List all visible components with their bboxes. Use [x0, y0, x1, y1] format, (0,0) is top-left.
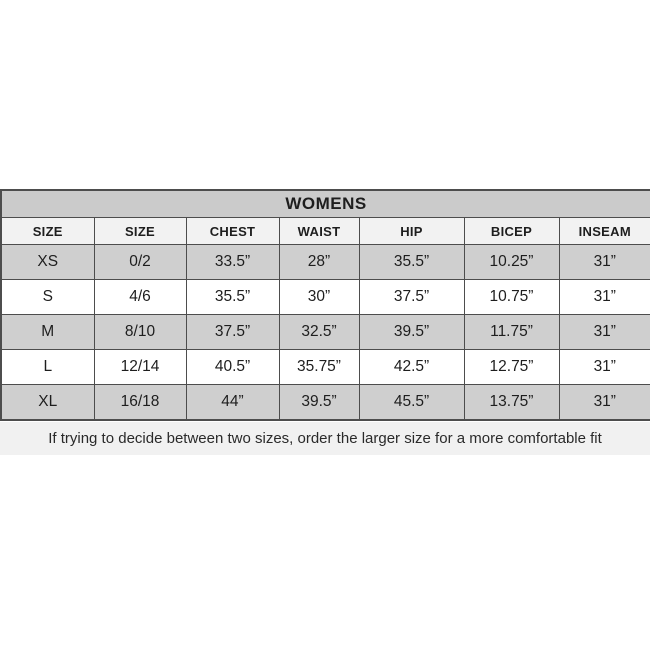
table-row-s: S 4/6 35.5” 30” 37.5” 10.75” 31” — [0, 279, 650, 315]
size-chart-block: WOMENS SIZE SIZE CHEST WAIST HIP BICEP I… — [0, 189, 650, 455]
table-cell: 35.75” — [278, 349, 360, 385]
table-cell: L — [0, 349, 95, 385]
womens-size-chart-table: WOMENS SIZE SIZE CHEST WAIST HIP BICEP I… — [0, 189, 650, 421]
table-cell: S — [0, 279, 95, 315]
table-cell: 44” — [185, 384, 280, 421]
table-cell: 31” — [558, 244, 650, 280]
table-cell: 40.5” — [185, 349, 280, 385]
table-cell: 4/6 — [93, 279, 187, 315]
table-cell: 10.75” — [463, 279, 560, 315]
column-header-row: SIZE SIZE CHEST WAIST HIP BICEP INSEAM — [0, 217, 650, 245]
table-cell: 31” — [558, 279, 650, 315]
table-cell: 33.5” — [185, 244, 280, 280]
table-cell: 28” — [278, 244, 360, 280]
table-cell: 39.5” — [278, 384, 360, 421]
table-cell: 12/14 — [93, 349, 187, 385]
table-cell: 37.5” — [185, 314, 280, 350]
table-cell: 12.75” — [463, 349, 560, 385]
size-advice-note: If trying to decide between two sizes, o… — [0, 422, 650, 455]
column-header-bicep: BICEP — [463, 217, 560, 245]
table-title: WOMENS — [0, 189, 650, 218]
table-row-xl: XL 16/18 44” 39.5” 45.5” 13.75” 31” — [0, 384, 650, 421]
table-cell: 31” — [558, 314, 650, 350]
table-row-xs: XS 0/2 33.5” 28” 35.5” 10.25” 31” — [0, 244, 650, 280]
table-cell: 37.5” — [358, 279, 465, 315]
table-cell: XS — [0, 244, 95, 280]
column-header-hip: HIP — [358, 217, 465, 245]
table-cell: 35.5” — [358, 244, 465, 280]
table-row-m: M 8/10 37.5” 32.5” 39.5” 11.75” 31” — [0, 314, 650, 350]
table-cell: 31” — [558, 349, 650, 385]
column-header-inseam: INSEAM — [558, 217, 650, 245]
table-cell: 39.5” — [358, 314, 465, 350]
column-header-waist: WAIST — [278, 217, 360, 245]
table-cell: 8/10 — [93, 314, 187, 350]
table-cell: M — [0, 314, 95, 350]
table-cell: 30” — [278, 279, 360, 315]
table-cell: 10.25” — [463, 244, 560, 280]
table-cell: 45.5” — [358, 384, 465, 421]
table-cell: 13.75” — [463, 384, 560, 421]
column-header-size-letter: SIZE — [0, 217, 95, 245]
table-cell: 31” — [558, 384, 650, 421]
table-cell: 11.75” — [463, 314, 560, 350]
table-cell: 0/2 — [93, 244, 187, 280]
table-cell: 16/18 — [93, 384, 187, 421]
table-cell: 35.5” — [185, 279, 280, 315]
table-title-row: WOMENS — [0, 189, 650, 218]
column-header-chest: CHEST — [185, 217, 280, 245]
table-cell: 32.5” — [278, 314, 360, 350]
table-row-l: L 12/14 40.5” 35.75” 42.5” 12.75” 31” — [0, 349, 650, 385]
table-cell: 42.5” — [358, 349, 465, 385]
column-header-size-number: SIZE — [93, 217, 187, 245]
table-cell: XL — [0, 384, 95, 421]
